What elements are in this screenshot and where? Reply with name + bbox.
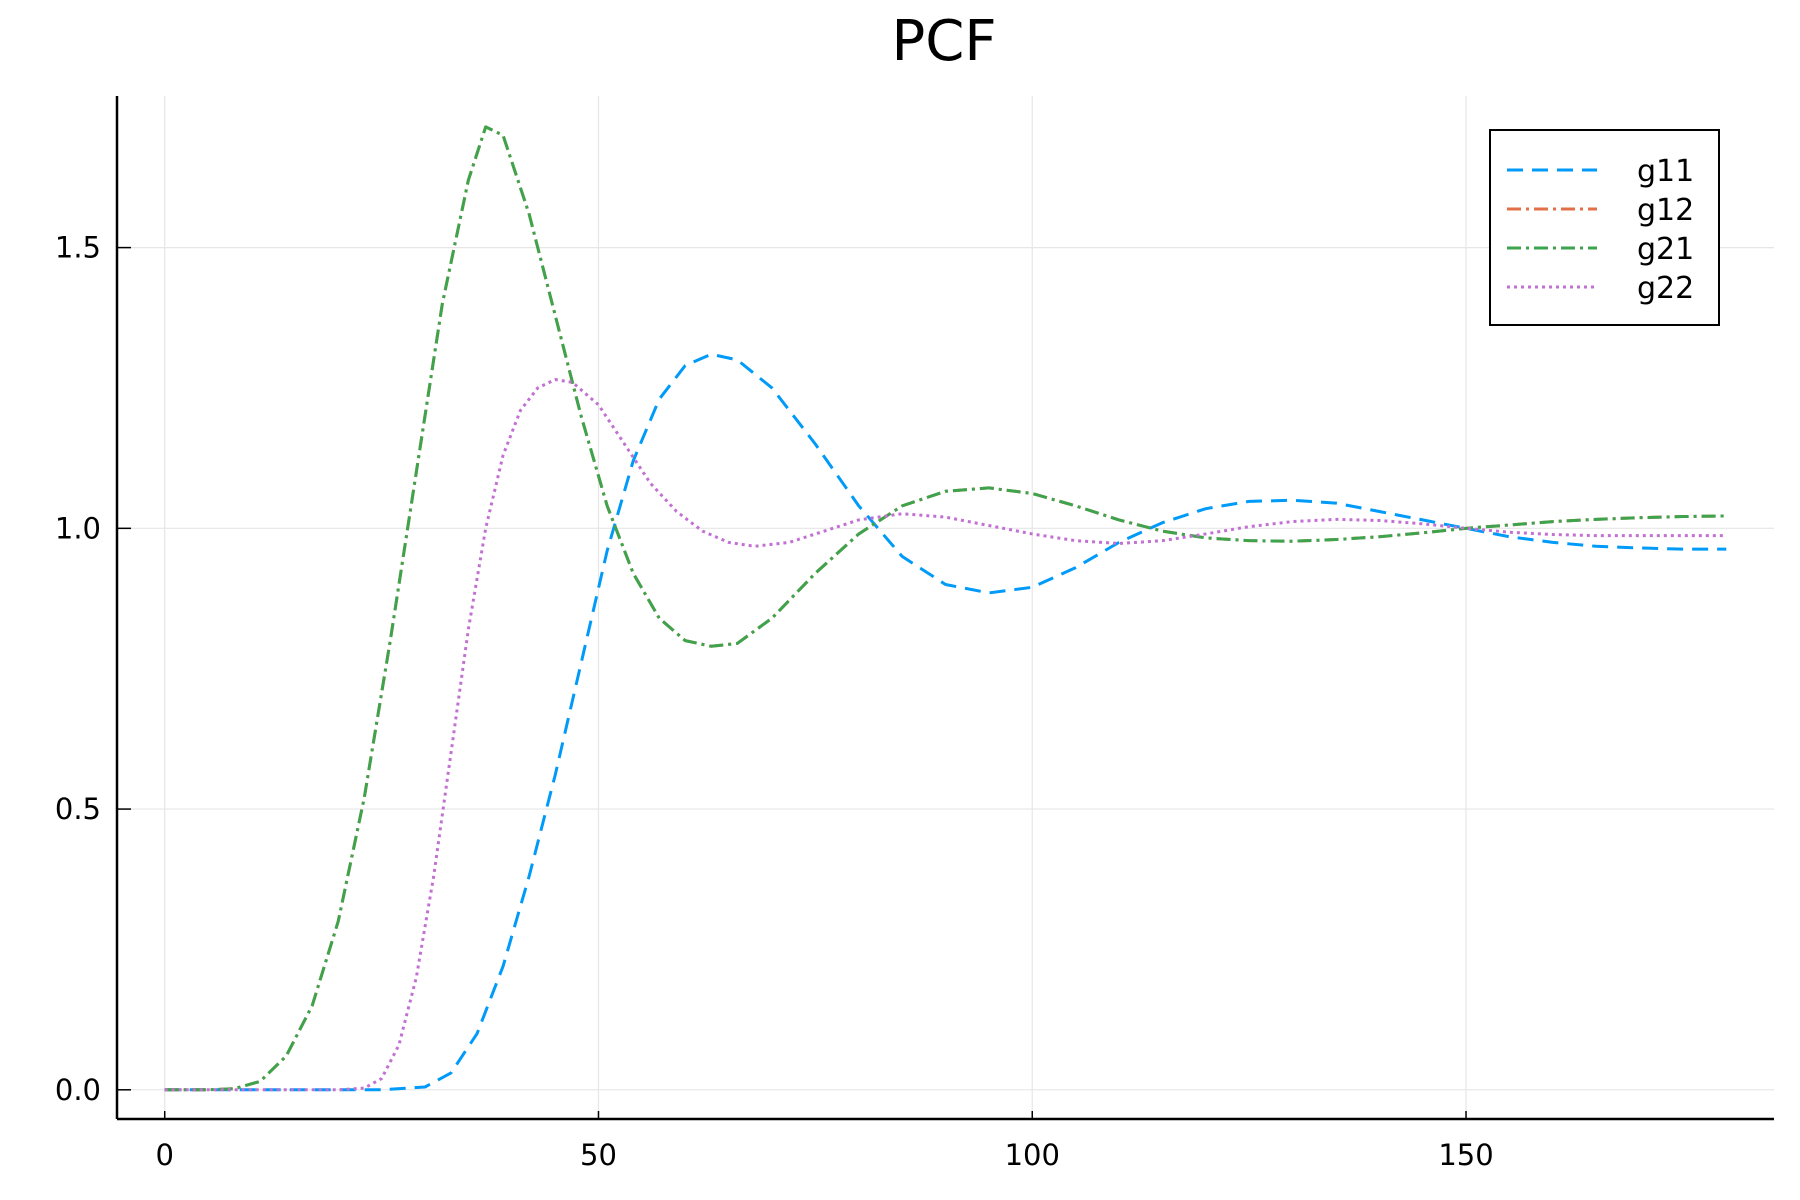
y-tick-label: 1.0 <box>55 511 101 545</box>
x-tick-label: 50 <box>580 1138 617 1172</box>
legend-box <box>1489 129 1720 326</box>
y-tick-label: 0.0 <box>55 1073 101 1107</box>
legend-label-g22: g22 <box>1637 271 1694 306</box>
axes <box>115 96 1774 1121</box>
series-line-g22 <box>164 378 1727 1092</box>
legend-label-g12: g12 <box>1637 193 1694 228</box>
tick-labels: 0 50 100 150 0.0 0.5 1.0 1.5 <box>55 231 1494 1172</box>
legend-label-g11: g11 <box>1637 154 1694 189</box>
legend: g11 g12 g21 g22 <box>1489 129 1720 326</box>
y-tick-label: 0.5 <box>55 792 101 826</box>
x-tick-label: 150 <box>1438 1138 1493 1172</box>
x-tick-label: 100 <box>1005 1138 1060 1172</box>
y-tick-label: 1.5 <box>55 231 101 265</box>
legend-label-g21: g21 <box>1637 232 1694 267</box>
chart-title: PCF <box>891 9 996 74</box>
x-tick-label: 0 <box>155 1138 173 1172</box>
plot-area <box>164 125 1727 1092</box>
series-line-g11 <box>164 352 1727 1092</box>
